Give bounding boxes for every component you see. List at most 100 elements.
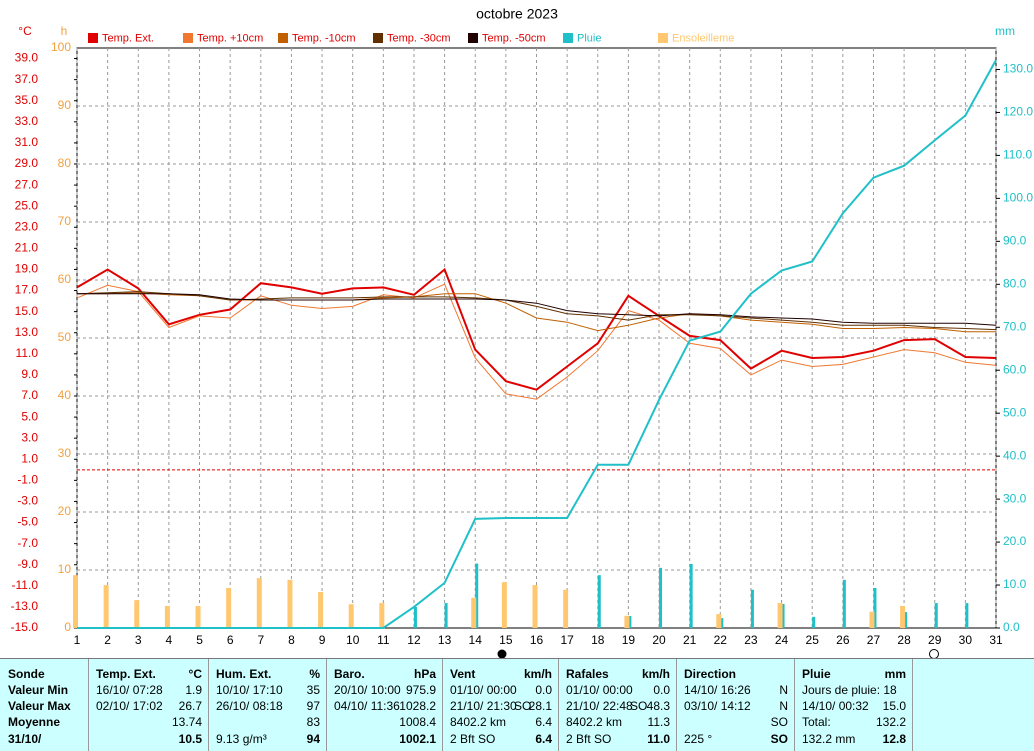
bar <box>597 575 601 628</box>
bar <box>904 612 908 628</box>
y-tick-label: 3.0 <box>21 430 38 444</box>
y-tick-label: 13.0 <box>15 325 39 339</box>
table-cell: 94 <box>306 732 320 746</box>
y2-tick-label: 90.0 <box>1003 234 1027 248</box>
y3-tick-label: 50 <box>58 330 72 344</box>
x-tick-label: 21 <box>683 633 697 647</box>
x-tick-label: 12 <box>407 633 421 647</box>
x-tick-label: 25 <box>806 633 820 647</box>
x-tick-label: 9 <box>319 633 326 647</box>
y-tick-label: -1.0 <box>17 473 38 487</box>
x-tick-label: 27 <box>867 633 881 647</box>
x-tick-label: 23 <box>744 633 758 647</box>
x-tick-label: 6 <box>227 633 234 647</box>
bar <box>750 589 754 628</box>
series-line <box>76 283 997 400</box>
legend-label: Pluie <box>577 32 601 44</box>
y3-tick-label: 60 <box>58 272 72 286</box>
bar <box>842 579 846 628</box>
legend-label: Ensoleilleme <box>672 32 734 44</box>
y2-tick-label: 120.0 <box>1003 105 1033 119</box>
y-tick-label: 7.0 <box>21 388 38 402</box>
x-tick-label: 15 <box>499 633 513 647</box>
x-tick-label: 3 <box>135 633 142 647</box>
table-cell: 11.0 <box>647 732 670 746</box>
x-tick-label: 24 <box>775 633 789 647</box>
full-moon-icon <box>929 649 939 658</box>
legend-swatch <box>183 33 193 43</box>
legend-swatch <box>468 33 478 43</box>
bar <box>73 575 78 628</box>
bar <box>256 578 262 628</box>
table-cell: SO <box>630 699 648 713</box>
bar <box>532 585 538 628</box>
x-tick-label: 28 <box>897 633 911 647</box>
y2-tick-label: 40.0 <box>1003 448 1027 462</box>
bar <box>501 582 507 628</box>
bar <box>716 614 722 628</box>
bar <box>812 616 816 628</box>
y-tick-label: 37.0 <box>15 72 39 86</box>
table-cell: 14/10/ 16:26 <box>684 683 751 697</box>
bar <box>164 605 170 628</box>
table-cell: 16/10/ 07:28 <box>96 683 163 697</box>
bar <box>287 579 293 628</box>
table-cell: N <box>779 699 788 713</box>
table-cell: 225 ° <box>684 732 713 746</box>
table-cell: Vent <box>450 667 476 681</box>
table-cell: 14/10/ 00:32 <box>802 699 869 713</box>
bar <box>624 615 630 628</box>
bar <box>226 587 232 628</box>
table-cell: 8402.2 km <box>566 715 623 729</box>
table-cell: 03/10/ 14:12 <box>684 699 751 713</box>
table-cell: 1028.2 <box>399 699 436 713</box>
x-tick-label: 5 <box>196 633 203 647</box>
bar <box>900 605 906 628</box>
x-tick-label: 2 <box>104 633 111 647</box>
x-tick-label: 30 <box>959 633 973 647</box>
bar <box>134 600 140 628</box>
table-cell: hPa <box>413 667 436 681</box>
table-cell: 6.4 <box>535 715 552 729</box>
series-line <box>77 293 997 326</box>
table-cell: SO <box>770 715 788 729</box>
column-separator <box>326 659 327 751</box>
y-tick-label: -3.0 <box>17 494 38 508</box>
table-cell: Sonde <box>8 667 45 681</box>
bar <box>379 603 385 628</box>
y2-tick-label: 130.0 <box>1003 62 1033 76</box>
table-cell: Baro. <box>334 667 365 681</box>
legend-label: Temp. -10cm <box>292 32 356 44</box>
x-tick-label: 4 <box>166 633 173 647</box>
table-cell: Jours de pluie: 18 <box>802 683 897 697</box>
column-separator <box>794 659 795 751</box>
bar <box>965 603 969 628</box>
legend-label: Temp. Ext. <box>102 32 154 44</box>
y2-tick-label: 0.0 <box>1003 620 1020 634</box>
y-tick-label: 35.0 <box>15 93 39 107</box>
y3-tick-label: 30 <box>58 446 72 460</box>
table-cell: 01/10/ 00:00 <box>450 683 517 697</box>
table-cell: 2 Bft SO <box>566 732 612 746</box>
x-tick-label: 16 <box>530 633 544 647</box>
y2-tick-label: 10.0 <box>1003 577 1027 591</box>
y3-tick-label: 0 <box>64 620 71 634</box>
x-tick-label: 19 <box>622 633 636 647</box>
table-cell: 15.0 <box>882 699 906 713</box>
table-cell: km/h <box>641 667 670 681</box>
legend-swatch <box>563 33 573 43</box>
table-cell: °C <box>188 667 202 681</box>
table-cell: km/h <box>523 667 552 681</box>
x-tick-label: 29 <box>928 633 942 647</box>
table-cell: Hum. Ext. <box>216 667 272 681</box>
table-cell: Moyenne <box>8 715 61 729</box>
x-tick-label: 26 <box>836 633 850 647</box>
y3-tick-label: 20 <box>58 504 72 518</box>
x-tick-label: 8 <box>288 633 295 647</box>
table-cell: 11.3 <box>647 715 670 729</box>
column-separator <box>208 659 209 751</box>
table-cell: 9.13 g/m³ <box>216 732 267 746</box>
table-cell: Temp. Ext. <box>96 667 156 681</box>
table-cell: 0.0 <box>653 683 670 697</box>
table-cell: 26.7 <box>178 699 202 713</box>
